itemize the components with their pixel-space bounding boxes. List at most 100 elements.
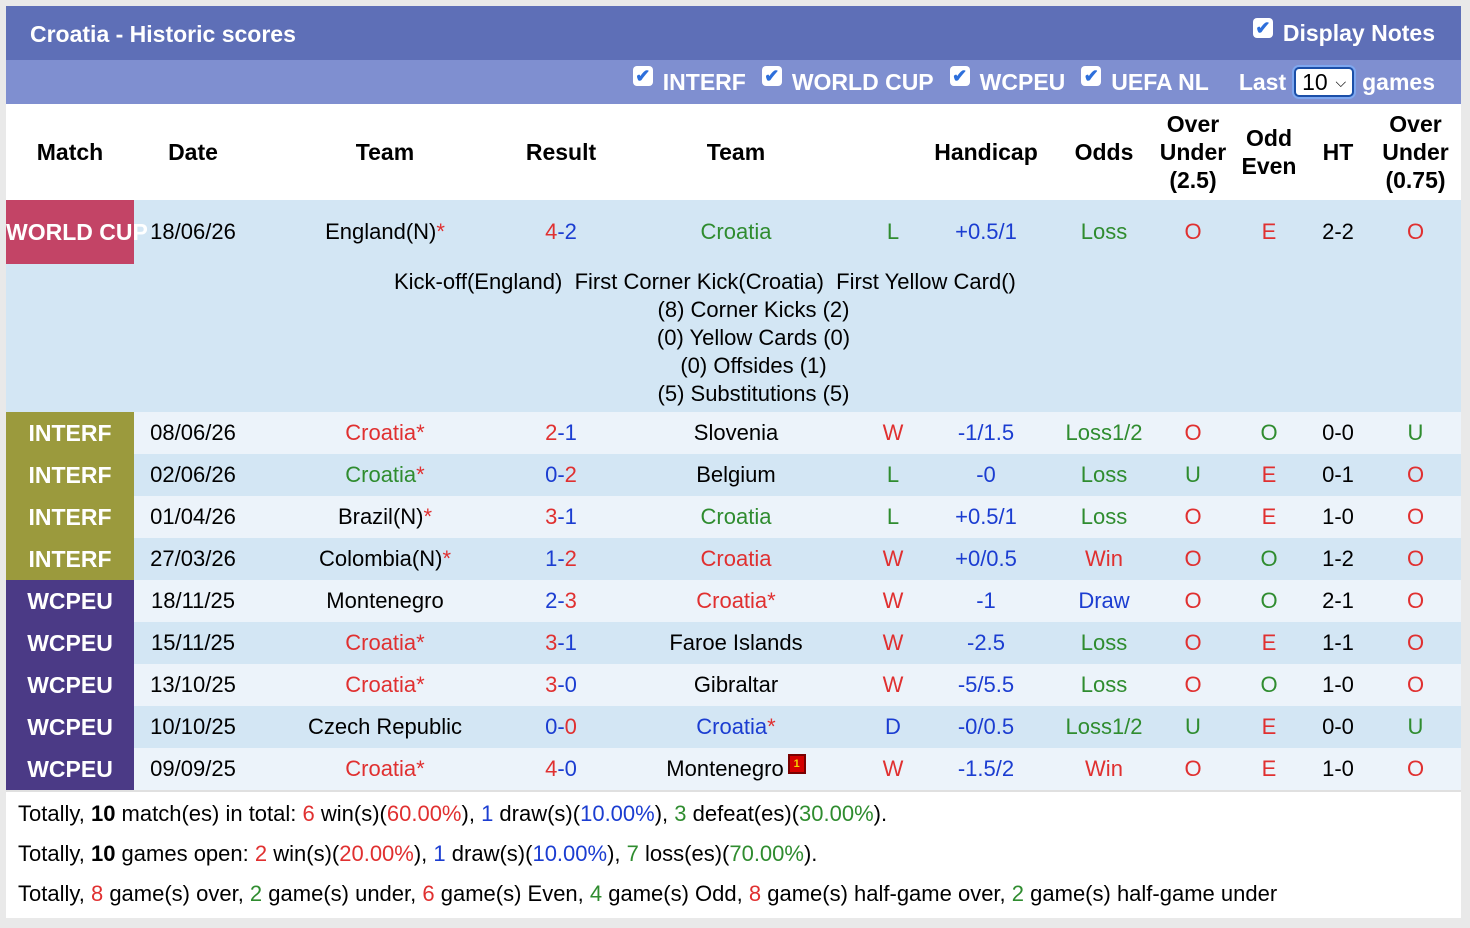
away-team[interactable]: Faroe Islands (604, 622, 868, 664)
filter-world-cup[interactable]: ✔ WORLD CUP (761, 66, 934, 96)
table-row: INTERF 08/06/26 Croatia* 2-1 Slovenia W -1/1.5… (6, 412, 1461, 454)
summary-text: loss(es)( (638, 841, 730, 866)
checkbox-icon[interactable]: ✔ (949, 66, 970, 86)
home-team[interactable]: Colombia(N)* (252, 538, 518, 580)
checkbox-icon[interactable]: ✔ (1252, 17, 1273, 38)
summary-text: game(s) under, (262, 881, 423, 906)
over-under-ht: U (1407, 714, 1424, 739)
over-under-ht: O (1406, 219, 1425, 244)
match-result[interactable]: 4-2 (518, 200, 604, 264)
away-team[interactable]: Croatia (604, 496, 868, 538)
away-team[interactable]: Gibraltar (604, 664, 868, 706)
filter-bar: ✔ INTERF ✔ WORLD CUP ✔ WCPEU ✔ UEFA NL Last … (6, 60, 1461, 104)
league-badge[interactable]: WCPEU (6, 622, 134, 664)
match-result[interactable]: 0-0 (518, 706, 604, 748)
score-separator: - (557, 588, 565, 613)
away-team[interactable]: Slovenia (604, 412, 868, 454)
league-badge[interactable]: WCPEU (6, 706, 134, 748)
home-team[interactable]: Croatia* (252, 748, 518, 790)
home-team[interactable]: Croatia* (252, 664, 518, 706)
match-result[interactable]: 2-1 (518, 412, 604, 454)
match-result[interactable]: 0-2 (518, 454, 604, 496)
match-result[interactable]: 4-0 (518, 748, 604, 790)
table-row: INTERF 27/03/26 Colombia(N)* 1-2 Croatia W +0/… (6, 538, 1461, 580)
home-team[interactable]: Brazil(N)* (252, 496, 518, 538)
league-badge[interactable]: WCPEU (6, 580, 134, 622)
league-badge[interactable]: WCPEU (6, 748, 134, 790)
away-team[interactable]: Croatia (604, 538, 868, 580)
league-badge[interactable]: WORLD CUP (6, 200, 148, 264)
win-loss: W (882, 630, 904, 655)
score-away: 2 (564, 546, 577, 571)
score-home: 3 (545, 504, 558, 529)
league-badge[interactable]: INTERF (6, 538, 134, 580)
match-result[interactable]: 3-1 (518, 496, 604, 538)
home-team[interactable]: Croatia* (252, 412, 518, 454)
title-bar: Croatia - Historic scores ✔ Display Notes (6, 6, 1461, 60)
match-result[interactable]: 3-0 (518, 664, 604, 706)
league-badge[interactable]: INTERF (6, 412, 134, 454)
odd-even: E (1261, 714, 1277, 739)
away-team[interactable]: Montenegro 1 (604, 748, 868, 790)
match-notes-row: Kick-off(England) First Corner Kick(Croa… (6, 264, 1461, 412)
handicap: -0 (976, 462, 996, 487)
match-result[interactable]: 2-3 (518, 580, 604, 622)
filter-label: UEFA NL (1111, 68, 1209, 95)
summary-text: game(s) Even, (434, 881, 590, 906)
summary-loss-count: 3 (674, 801, 687, 826)
away-team-name: Croatia (700, 546, 772, 571)
home-team-name: Croatia (345, 630, 417, 655)
summary-text: Totally, (18, 881, 91, 906)
score-away: 1 (564, 504, 577, 529)
away-team[interactable]: Croatia* (604, 706, 868, 748)
filter-interf[interactable]: ✔ INTERF (632, 66, 746, 96)
away-team-name: Faroe Islands (669, 630, 803, 655)
checkbox-icon[interactable]: ✔ (632, 66, 653, 86)
filter-uefa-nl[interactable]: ✔ UEFA NL (1081, 66, 1209, 96)
filter-wcpeu[interactable]: ✔ WCPEU (949, 66, 1065, 96)
odd-even: O (1260, 588, 1278, 613)
score-separator: - (557, 219, 565, 244)
handicap: -2.5 (967, 630, 1005, 655)
score-home: 2 (545, 420, 558, 445)
home-team[interactable]: Croatia* (252, 622, 518, 664)
score-away: 0 (564, 756, 577, 781)
score-separator: - (557, 420, 565, 445)
home-team[interactable]: Montenegro (252, 580, 518, 622)
checkbox-icon[interactable]: ✔ (761, 66, 782, 86)
league-badge[interactable]: INTERF (6, 454, 134, 496)
home-team[interactable]: Croatia* (252, 454, 518, 496)
over-under: O (1184, 630, 1202, 655)
score-away: 2 (564, 462, 577, 487)
half-time-score: 1-0 (1322, 756, 1354, 781)
home-team[interactable]: England(N)* (252, 200, 518, 264)
league-badge[interactable]: WCPEU (6, 664, 134, 706)
summary-win-pct: 60.00% (386, 801, 462, 826)
match-date: 13/10/25 (150, 672, 236, 697)
handicap: -1.5/2 (957, 756, 1015, 781)
match-notes: Kick-off(England) First Corner Kick(Croa… (6, 264, 1461, 412)
away-team[interactable]: Belgium (604, 454, 868, 496)
table-row: WCPEU 18/11/25 Montenegro 2-3 Croatia* W -1 Dra… (6, 580, 1461, 622)
odd-even: O (1260, 420, 1278, 445)
match-date: 01/04/26 (150, 504, 236, 529)
summary-loss-pct: 30.00% (799, 801, 874, 826)
away-team[interactable]: Croatia (700, 219, 772, 244)
home-marker-icon: * (416, 756, 425, 781)
odds-result: Loss (1080, 504, 1128, 529)
league-badge[interactable]: INTERF (6, 496, 134, 538)
away-team[interactable]: Croatia* (604, 580, 868, 622)
checkbox-icon[interactable]: ✔ (1081, 66, 1102, 86)
score-home: 0 (545, 714, 558, 739)
match-result[interactable]: 3-1 (518, 622, 604, 664)
handicap: -1 (976, 588, 996, 613)
home-marker-icon: * (416, 420, 425, 445)
display-notes-toggle[interactable]: ✔ Display Notes (1252, 17, 1435, 47)
score-home: 3 (545, 672, 558, 697)
last-games-select[interactable]: 10 ⌵ (1294, 67, 1355, 97)
filter-label: WORLD CUP (791, 68, 934, 95)
win-loss: L (886, 504, 900, 529)
col-odd-even: Odd Even (1241, 125, 1297, 179)
home-team[interactable]: Czech Republic (252, 706, 518, 748)
match-result[interactable]: 1-2 (518, 538, 604, 580)
